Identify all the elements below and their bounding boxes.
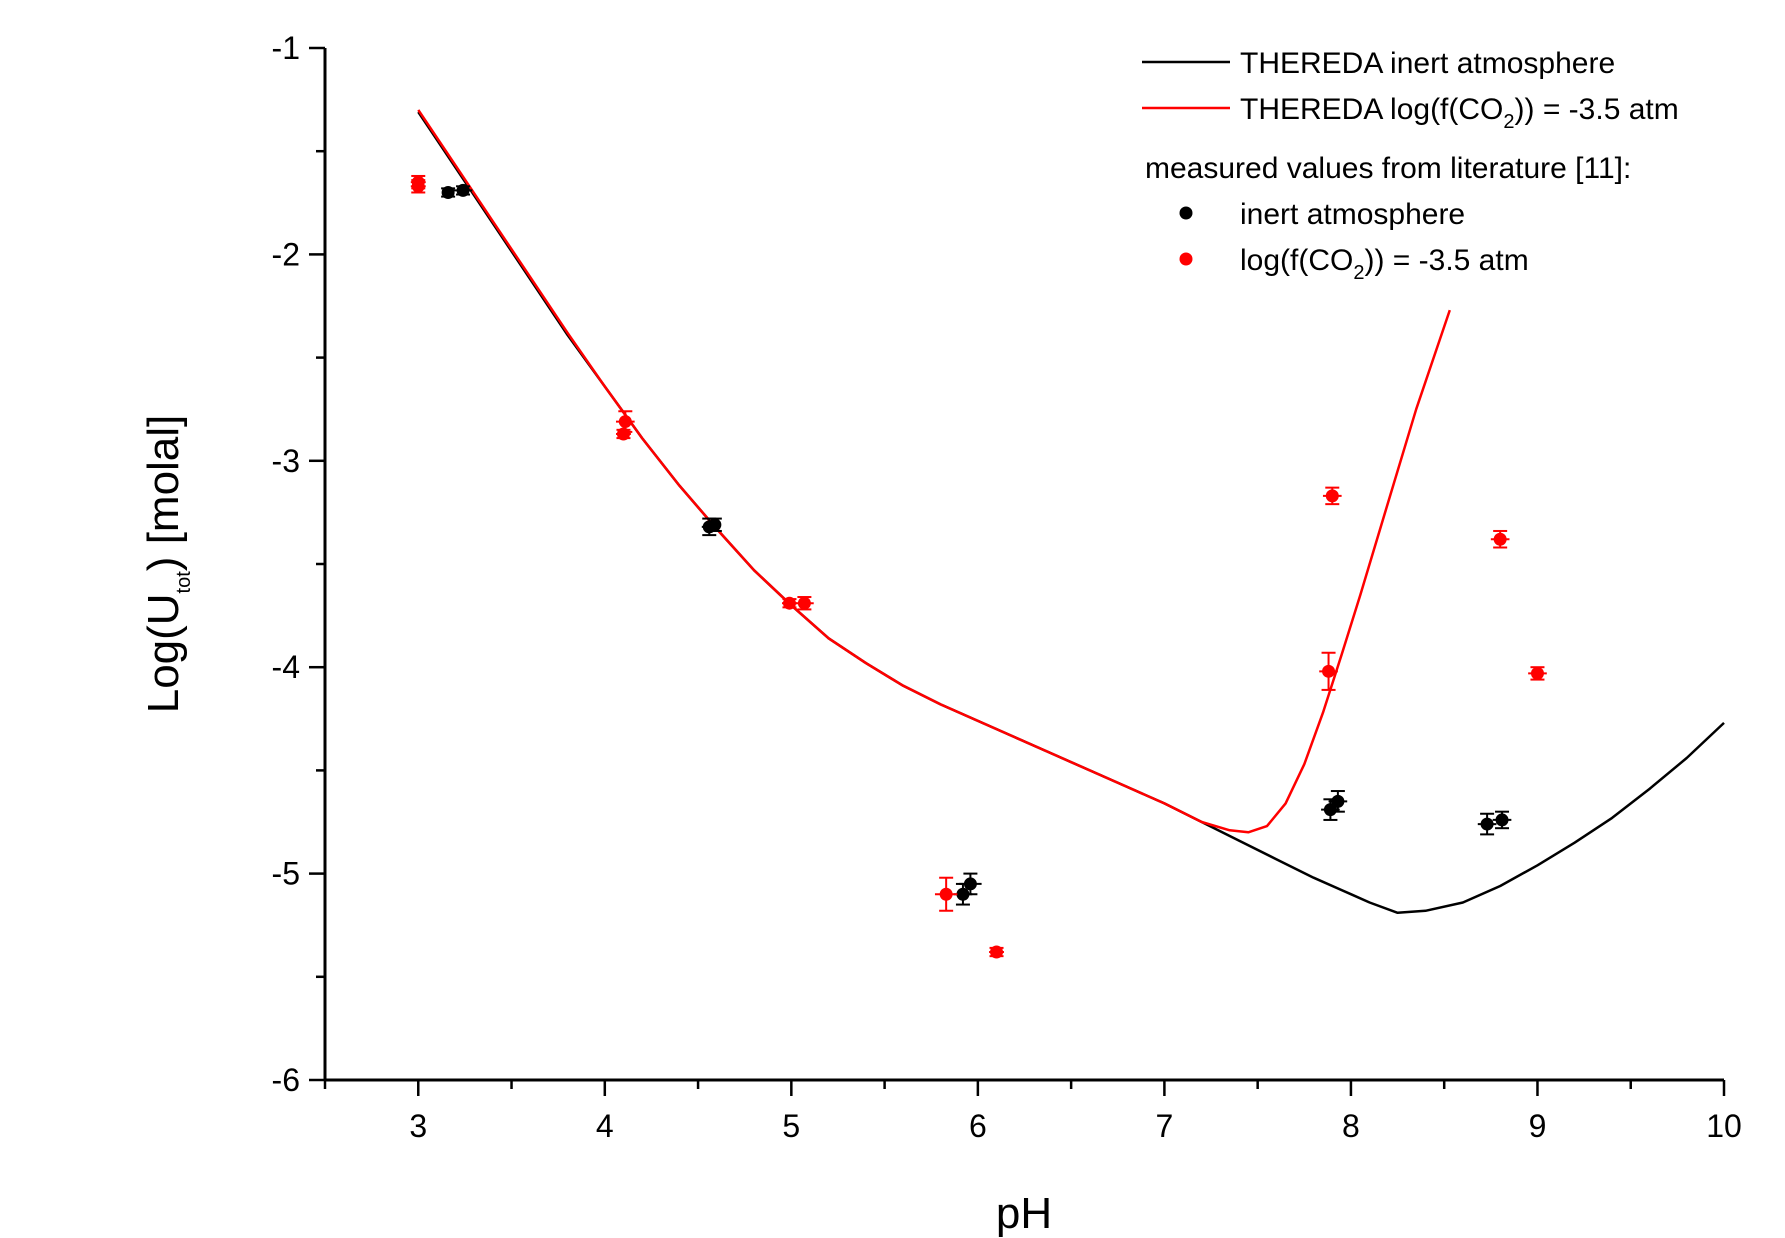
marker [441,185,455,199]
data-point-pts_co2 [989,945,1004,959]
legend-label-points-co2-b: )) = -3.5 atm [1364,244,1528,277]
marker [456,183,470,197]
series-line-line_inert [417,111,1725,915]
y-axis-title-sub: tot [173,571,195,594]
marker [411,179,425,193]
marker [963,877,977,891]
legend-marker-co2 [1179,252,1193,266]
legend-label-line-co2-sub: 2 [1503,111,1514,133]
data-point-pts_inert [453,183,473,197]
series-line-line_co2 [417,109,1451,834]
legend-marker-inert [1179,206,1193,220]
y-tick-label: -2 [272,236,300,272]
data-point-pts_co2 [1319,651,1338,691]
data-point-pts_inert [707,517,722,532]
data-point-pts_inert [1492,810,1512,830]
data-point-pts_co2 [934,876,958,912]
marker [1322,664,1336,678]
marker [618,415,632,429]
marker [1325,489,1339,503]
data-point-pts_co2 [410,179,426,194]
legend-label-points-inert: inert atmosphere [1240,198,1465,231]
y-axis-title-main: Log(U [139,593,188,713]
y-tick-label: -3 [272,443,300,479]
series-layer [410,109,1725,959]
data-point-pts_co2 [615,410,635,433]
y-tick-label: -4 [272,649,300,685]
x-tick-label: 7 [1156,1108,1174,1144]
marker [990,945,1004,959]
marker [1323,803,1337,817]
axes [323,48,1724,1082]
marker [1331,794,1345,808]
data-point-pts_co2 [1490,529,1510,549]
marker [1493,532,1507,546]
marker [797,596,811,610]
data-point-pts_co2 [1322,486,1342,506]
legend-label-line-co2-a: THEREDA log(f(CO [1240,93,1503,126]
data-point-pts_inert [959,872,982,896]
legend-label-line-co2: THEREDA log(f(CO2)) = -3.5 atm [1240,93,1679,133]
data-point-pts_co2 [1528,666,1547,681]
marker [1495,813,1509,827]
data-point-pts_co2 [782,596,797,610]
legend: THEREDA inert atmosphere THEREDA log(f(C… [1142,47,1679,284]
legend-label-line-inert: THEREDA inert atmosphere [1240,47,1615,80]
marker [939,887,953,901]
x-axis-title: pH [996,1189,1052,1238]
data-point-pts_inert [1321,798,1340,821]
data-point-pts_inert [1328,790,1348,813]
marker [1480,817,1494,831]
x-tick-label: 6 [969,1108,987,1144]
legend-label-points-co2: log(f(CO2)) = -3.5 atm [1240,244,1529,284]
data-point-pts_inert [1477,812,1497,836]
ticks: 3 4 5 6 7 8 9 10 -1 -2 -3 -4 -5 -6 [272,30,1742,1144]
marker [708,518,722,532]
y-tick-label: -6 [272,1062,300,1098]
data-point-pts_inert [441,185,456,199]
x-tick-label: 9 [1529,1108,1547,1144]
marker [1530,666,1544,680]
x-tick-label: 3 [409,1108,427,1144]
legend-label-points-co2-sub: 2 [1353,262,1364,284]
legend-label-line-co2-b: )) = -3.5 atm [1515,93,1679,126]
y-axis-title: Log(Utot) [molal] [139,415,195,714]
legend-heading: measured values from literature [11]: [1145,152,1631,185]
y-axis-title-tail: ) [molal] [139,415,188,571]
marker [616,427,630,441]
y-tick-label: -1 [272,30,300,66]
legend-label-points-co2-a: log(f(CO [1240,244,1353,277]
data-point-pts_co2 [615,427,631,441]
x-tick-label: 8 [1342,1108,1360,1144]
y-tick-label: -5 [272,856,300,892]
data-point-pts_co2 [795,596,814,611]
marker [782,596,796,610]
x-tick-label: 10 [1706,1108,1742,1144]
x-tick-label: 4 [596,1108,614,1144]
marker [956,887,970,901]
x-tick-label: 5 [782,1108,800,1144]
